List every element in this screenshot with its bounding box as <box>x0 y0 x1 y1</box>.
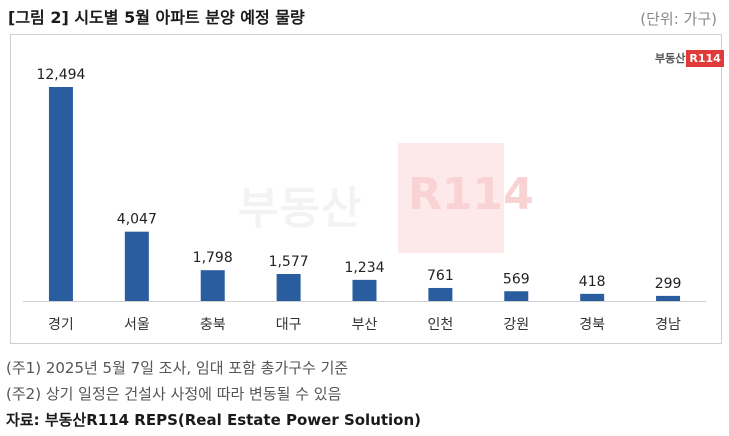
category-label-5: 부산 <box>352 317 378 333</box>
bar-9 <box>656 295 681 301</box>
category-label-3: 충북 <box>200 317 226 333</box>
value-label-8: 418 <box>579 274 606 290</box>
footnote-2: (주2) 상기 일정은 건설사 사정에 따라 변동될 수 있음 <box>6 385 342 403</box>
value-label-4: 1,577 <box>269 254 309 270</box>
bar-4 <box>276 273 301 301</box>
value-label-7: 569 <box>503 271 530 287</box>
category-label-2: 서울 <box>124 317 150 333</box>
footnote-1: (주1) 2025년 5월 7일 조사, 임대 포함 총가구수 기준 <box>6 359 349 377</box>
bar-8 <box>580 293 605 301</box>
category-label-4: 대구 <box>276 317 302 333</box>
brand-logo: 부동산 R114 <box>655 48 724 68</box>
bar-2 <box>124 231 149 301</box>
watermark-badge-text: R114 <box>408 169 534 220</box>
category-label-1: 경기 <box>48 317 74 333</box>
value-label-6: 761 <box>427 268 454 284</box>
bar-7 <box>504 291 529 301</box>
source-note: 자료: 부동산R114 REPS(Real Estate Power Solut… <box>6 411 422 429</box>
unit-label: (단위: 가구) <box>640 10 717 28</box>
category-label-7: 강원 <box>503 317 529 333</box>
bar-5 <box>352 279 377 301</box>
value-label-2: 4,047 <box>117 212 157 228</box>
bar-1 <box>48 87 73 301</box>
category-label-8: 경북 <box>579 317 605 333</box>
category-label-9: 경남 <box>655 317 681 333</box>
value-label-9: 299 <box>655 276 682 292</box>
bar-3 <box>200 270 225 301</box>
bar-6 <box>428 287 453 301</box>
category-label-6: 인천 <box>428 317 454 333</box>
chart-title: [그림 2] 시도별 5월 아파트 분양 예정 물량 <box>8 8 305 27</box>
value-label-3: 1,798 <box>193 250 233 266</box>
watermark-text: 부동산 <box>238 183 363 234</box>
value-label-1: 12,494 <box>36 67 85 83</box>
value-label-5: 1,234 <box>344 260 384 276</box>
watermark-badge: R114 <box>398 143 534 253</box>
logo-badge: R114 <box>686 49 724 67</box>
logo-text: 부동산 <box>655 52 686 65</box>
